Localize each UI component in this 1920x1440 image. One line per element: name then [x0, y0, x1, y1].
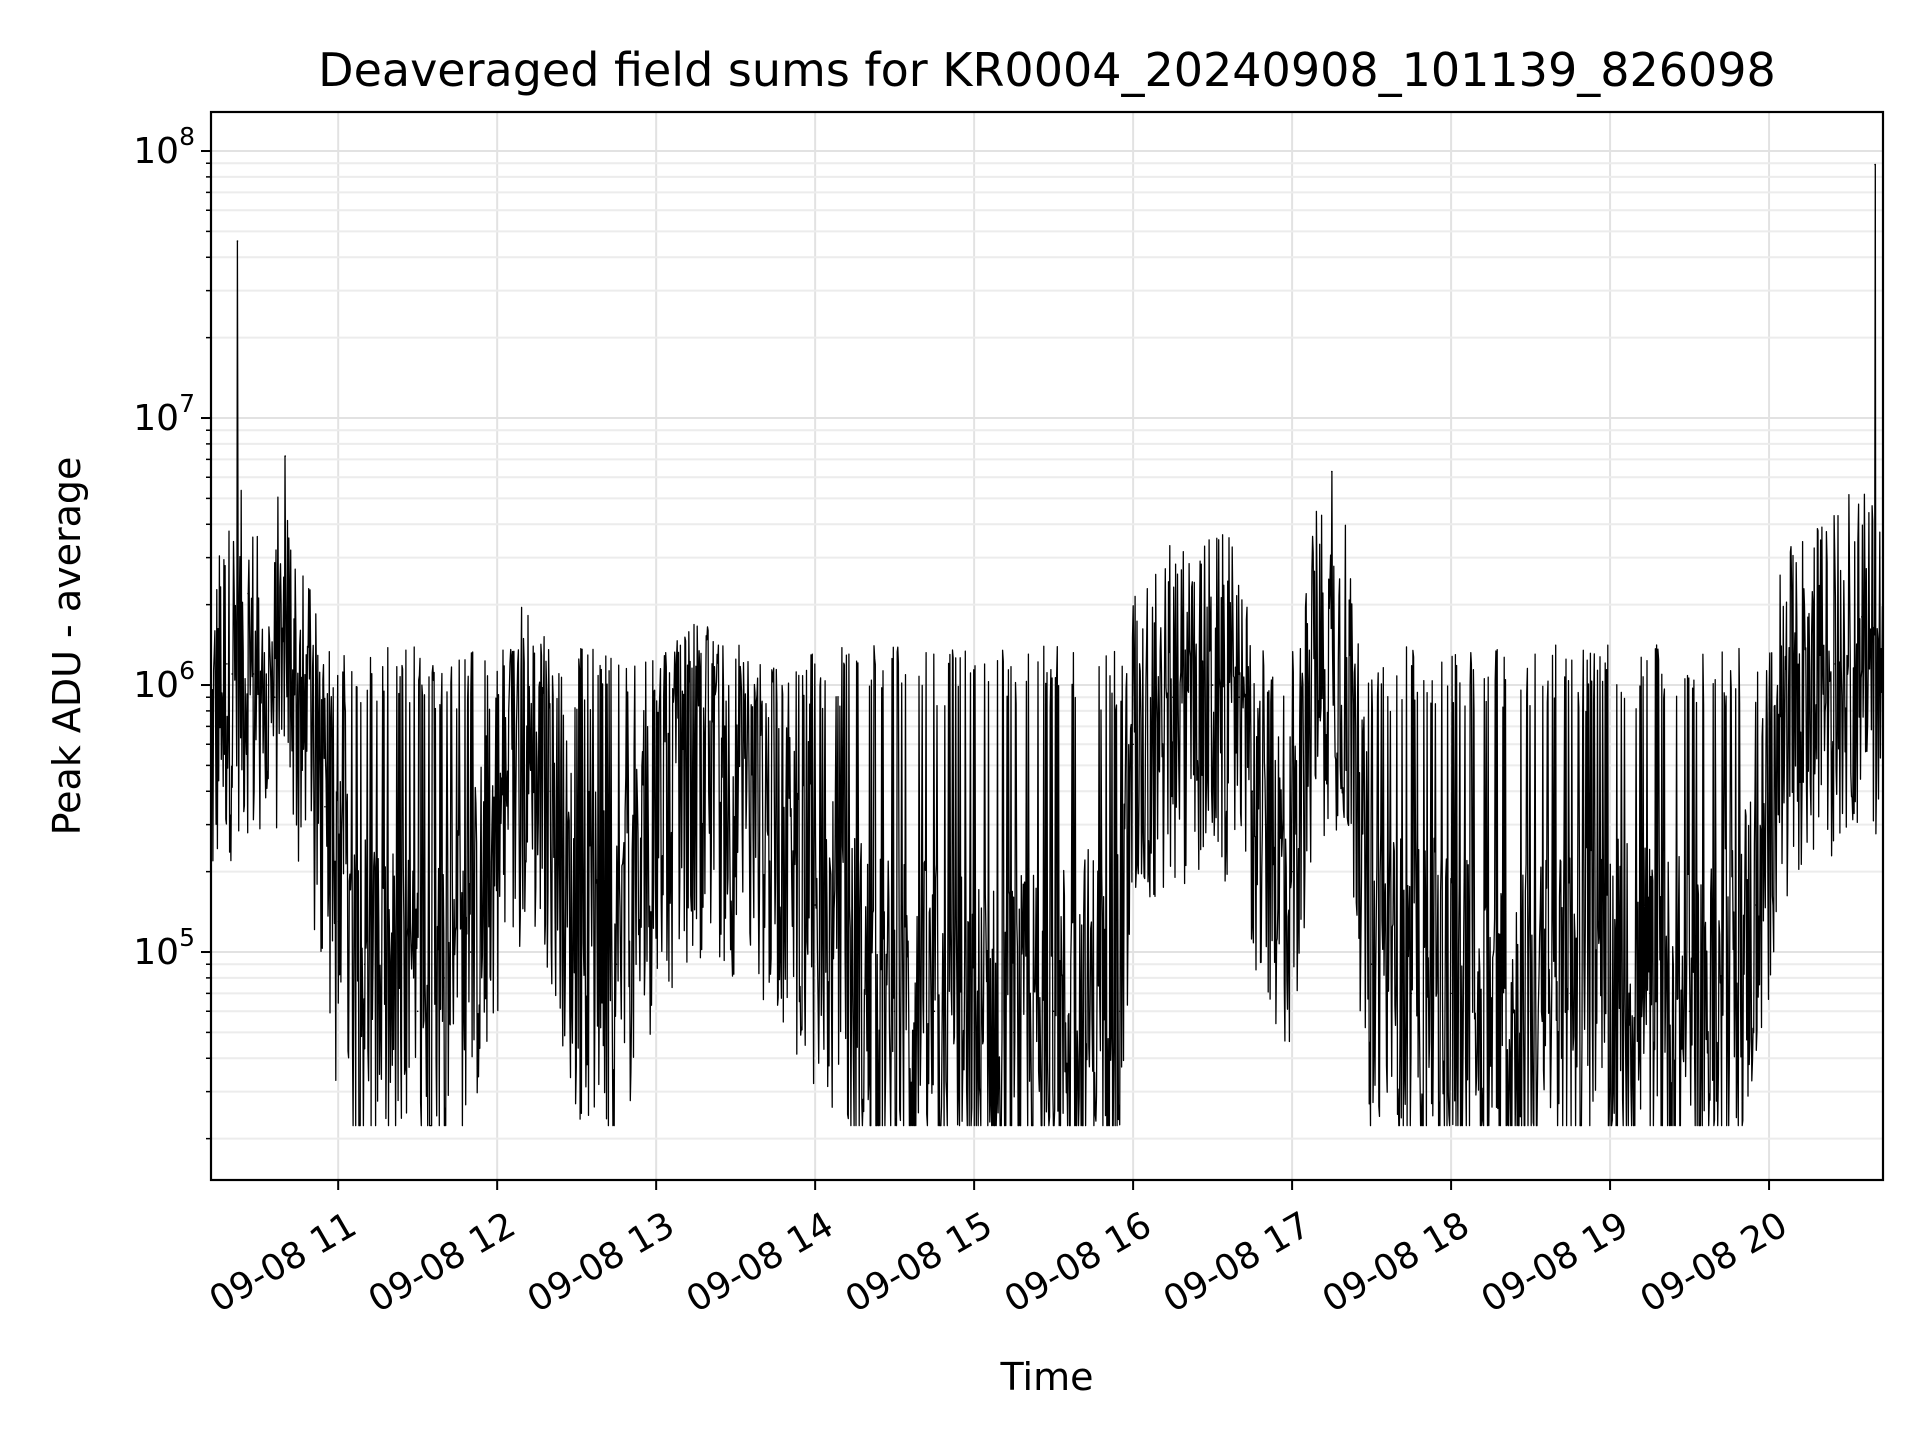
data-point	[1529, 1010, 1532, 1013]
series-line	[210, 163, 1884, 1127]
data-point	[273, 696, 276, 699]
y-tick-label: 106	[133, 656, 195, 706]
data-point	[1013, 1031, 1015, 1034]
data-point	[1649, 992, 1651, 995]
data-point	[284, 455, 286, 457]
data-point	[1755, 904, 1757, 906]
data-point	[337, 920, 339, 923]
data-point	[416, 1010, 419, 1013]
data-point	[1291, 870, 1293, 873]
data-point	[247, 592, 249, 595]
y-tick-exponent: 8	[179, 122, 195, 151]
data-point	[774, 823, 777, 826]
data-point	[655, 823, 657, 826]
data-point	[226, 663, 228, 665]
data-point	[257, 684, 260, 686]
data-point	[1119, 1010, 1121, 1013]
data-point	[236, 240, 239, 242]
data-point	[1808, 684, 1810, 686]
data-point	[695, 764, 697, 767]
y-tick-label: 105	[133, 923, 195, 973]
data-point	[1861, 616, 1863, 618]
data-point	[1172, 696, 1174, 699]
y-tick-base: 10	[133, 398, 179, 439]
chart-title: Deaveraged field sums for KR0004_2024090…	[318, 43, 1776, 97]
data-point	[1868, 629, 1871, 632]
data-point	[252, 673, 255, 675]
data-point	[1874, 163, 1876, 166]
data-point	[1331, 470, 1333, 473]
y-tick-base: 10	[133, 131, 179, 172]
data-point	[1450, 992, 1452, 995]
data-point	[241, 663, 244, 665]
data-point	[469, 951, 472, 953]
data-point	[1490, 1010, 1492, 1013]
data-point	[1370, 963, 1373, 966]
data-point	[615, 963, 618, 966]
y-tick-exponent: 5	[179, 923, 195, 952]
data-point	[324, 805, 326, 808]
y-tick-label: 108	[133, 122, 195, 172]
data-point	[814, 904, 816, 906]
data-point	[1609, 977, 1611, 979]
y-tick-label: 107	[133, 389, 195, 439]
data-point	[1264, 823, 1267, 826]
data-point	[893, 1010, 896, 1013]
data-point	[310, 743, 313, 746]
data-point	[218, 684, 220, 686]
data-point	[1834, 663, 1837, 665]
data-point	[522, 743, 525, 746]
data-point	[1728, 992, 1731, 995]
y-tick-base: 10	[133, 932, 179, 973]
data-point	[1781, 710, 1784, 712]
data-point	[231, 673, 233, 675]
y-tick-exponent: 7	[179, 389, 195, 418]
data-point	[443, 977, 445, 979]
data-point	[1688, 1010, 1691, 1013]
data-point	[496, 823, 498, 826]
data-point	[854, 977, 856, 979]
data-point	[575, 930, 578, 932]
y-tick-exponent: 6	[179, 656, 195, 685]
data-point	[1211, 684, 1214, 686]
data-point	[1052, 1010, 1055, 1013]
data-point	[1410, 992, 1413, 995]
plot-layer	[210, 163, 1884, 1127]
data-point	[265, 684, 268, 686]
data-point	[933, 1010, 936, 1013]
plot-frame	[209, 110, 1885, 1182]
y-tick-base: 10	[133, 665, 179, 706]
data-point	[1569, 992, 1572, 995]
data-point	[973, 1031, 975, 1034]
data-point	[1251, 790, 1254, 793]
data-point	[297, 710, 300, 712]
data-point	[1092, 992, 1095, 995]
data-point	[1132, 743, 1134, 746]
data-point	[390, 992, 392, 995]
data-point	[734, 790, 737, 793]
data-point	[1238, 696, 1240, 699]
y-axis-label: Peak ADU - average	[45, 457, 89, 836]
data-point	[549, 790, 551, 793]
x-axis-label: Time	[1000, 1355, 1094, 1399]
data-point	[363, 963, 366, 966]
